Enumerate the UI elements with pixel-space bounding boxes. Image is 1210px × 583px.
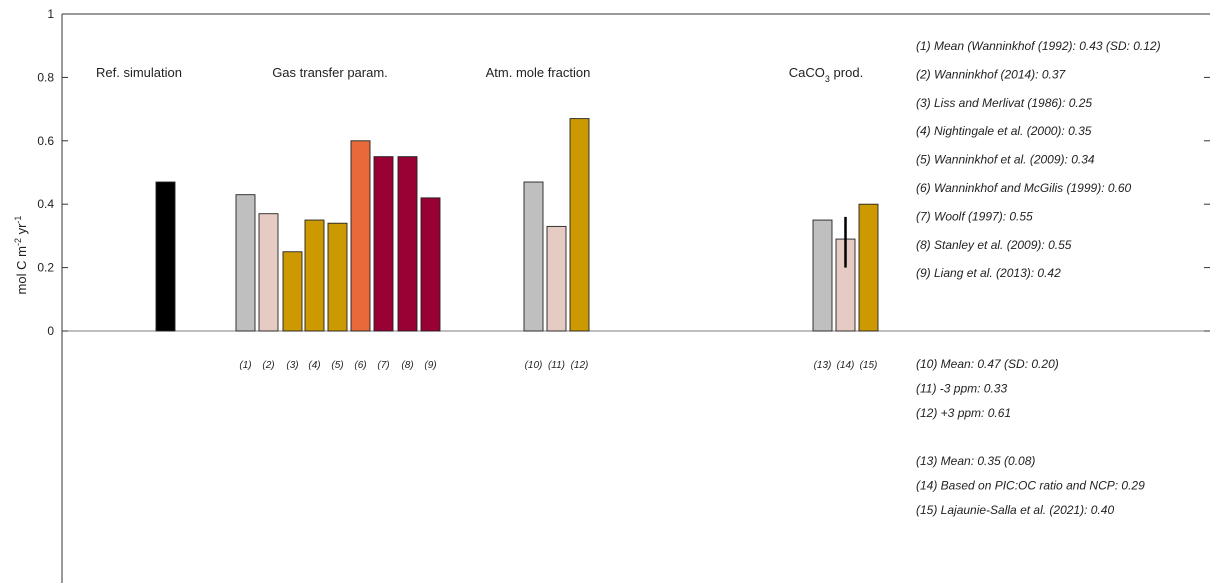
legend-entry: (11) -3 ppm: 0.33 — [916, 382, 1007, 396]
legend-entry: (4) Nightingale et al. (2000): 0.35 — [916, 124, 1092, 138]
group-label: CaCO3 prod. — [789, 65, 863, 84]
legend-entry: (12) +3 ppm: 0.61 — [916, 406, 1011, 420]
bar-tick-label: (3) — [286, 360, 298, 371]
bar-tick-label: (13) — [814, 360, 832, 371]
bar-tick-label: (2) — [262, 360, 274, 371]
y-axis-label: mol C m-2 yr-1 — [13, 216, 29, 295]
bar-tick-label: (4) — [308, 360, 320, 371]
legend-entry: (8) Stanley et al. (2009): 0.55 — [916, 238, 1072, 252]
legend-entry: (15) Lajaunie-Salla et al. (2021): 0.40 — [916, 503, 1114, 517]
y-tick-label: 0.2 — [37, 261, 54, 275]
group-label: Ref. simulation — [96, 65, 182, 80]
legend-entry: (13) Mean: 0.35 (0.08) — [916, 454, 1035, 468]
bar-tick-label: (8) — [401, 360, 413, 371]
y-tick-label: 0.4 — [37, 197, 54, 211]
bar — [327, 222, 348, 332]
bar — [373, 156, 394, 332]
legend-entry: (14) Based on PIC:OC ratio and NCP: 0.29 — [916, 479, 1145, 493]
group-label: Atm. mole fraction — [486, 65, 591, 80]
bar — [858, 203, 879, 332]
bar — [350, 140, 371, 332]
bar-tick-label: (10) — [525, 360, 543, 371]
bar — [304, 219, 325, 332]
bar-tick-label: (1) — [239, 360, 251, 371]
bar — [569, 118, 590, 332]
legend-entry: (3) Liss and Merlivat (1986): 0.25 — [916, 96, 1092, 110]
bar — [155, 181, 176, 332]
bar — [282, 251, 303, 332]
group-label: Gas transfer param. — [272, 65, 388, 80]
bar — [812, 219, 833, 332]
y-tick-label: 0.6 — [37, 134, 54, 148]
legend-entry: (10) Mean: 0.47 (SD: 0.20) — [916, 357, 1059, 371]
bar-tick-label: (9) — [424, 360, 436, 371]
legend-entry: (6) Wanninkhof and McGilis (1999): 0.60 — [916, 181, 1132, 195]
bar — [546, 225, 567, 332]
bar — [258, 213, 279, 332]
bar-tick-label: (12) — [571, 360, 589, 371]
bar — [397, 156, 418, 332]
bar-tick-label: (14) — [837, 360, 855, 371]
y-tick-label: 0.8 — [37, 70, 54, 84]
bar — [523, 181, 544, 332]
legend-entry: (1) Mean (Wanninkhof (1992): 0.43 (SD: 0… — [916, 39, 1161, 53]
bar-tick-label: (5) — [331, 360, 343, 371]
y-tick-label: 1 — [47, 7, 54, 21]
legend-entry: (2) Wanninkhof (2014): 0.37 — [916, 67, 1067, 81]
bar-tick-label: (15) — [860, 360, 878, 371]
legend-entry: (7) Woolf (1997): 0.55 — [916, 209, 1033, 223]
bar-tick-label: (6) — [354, 360, 366, 371]
bar — [235, 194, 256, 332]
bar — [420, 197, 441, 332]
bar-tick-label: (7) — [377, 360, 389, 371]
y-tick-label: 0 — [47, 324, 54, 338]
legend-entry: (5) Wanninkhof et al. (2009): 0.34 — [916, 153, 1095, 167]
bar-tick-label: (11) — [548, 360, 565, 371]
legend-entry: (9) Liang et al. (2013): 0.42 — [916, 266, 1061, 280]
